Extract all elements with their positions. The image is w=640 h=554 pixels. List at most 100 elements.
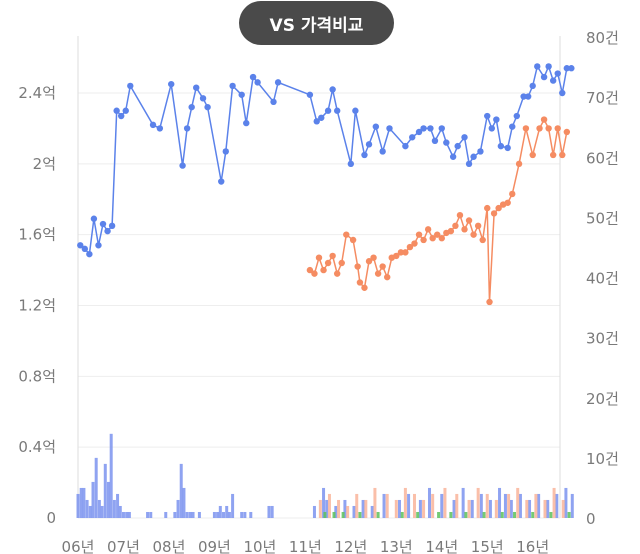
blue-price-point — [204, 103, 211, 111]
blue-price-point — [81, 245, 89, 253]
volume-bar — [385, 493, 389, 518]
blue-price-point — [493, 116, 500, 123]
blue-price-point — [77, 242, 84, 249]
grid-lines — [78, 92, 560, 519]
blue-price-point — [540, 73, 548, 81]
orange-price-point — [356, 279, 364, 286]
volume-bar — [216, 511, 220, 518]
blue-price-point — [409, 134, 416, 141]
blue-price-point — [193, 84, 200, 91]
volume-bar — [549, 511, 553, 518]
blue-price-point — [90, 215, 98, 222]
volume-bar — [431, 493, 435, 518]
volume-bar — [503, 493, 507, 518]
volume-bar — [146, 511, 150, 518]
orange-price-point — [397, 249, 405, 256]
orange-price-point — [402, 249, 409, 256]
orange-price-point — [474, 222, 482, 230]
volume-bar — [91, 481, 95, 518]
volume-bar — [85, 499, 89, 518]
blue-price-point — [372, 123, 380, 130]
blue-price-point — [549, 77, 557, 84]
blue-price-point — [254, 79, 261, 86]
blue-price-point — [431, 137, 439, 145]
orange-price-point — [420, 236, 427, 244]
volume-bar — [318, 499, 322, 518]
x-tick-label: 16년 — [516, 538, 549, 554]
volume-bar — [121, 511, 125, 518]
blue-price-point — [488, 125, 495, 132]
volume-bar — [79, 487, 83, 518]
volume-bar — [567, 511, 571, 518]
volume-bar — [182, 487, 186, 518]
volume-bar — [412, 493, 416, 518]
orange-price-point — [306, 266, 314, 274]
volume-bar — [197, 511, 201, 518]
y-right-tick-label: 10건 — [586, 450, 619, 468]
volume-bar — [364, 499, 368, 518]
volume-bar — [267, 505, 271, 518]
volume-bar — [127, 511, 131, 518]
orange-price-point — [374, 270, 382, 277]
volume-bar — [516, 487, 520, 518]
orange-price-point — [456, 211, 464, 219]
volume-bar — [394, 499, 398, 518]
volume-bar — [191, 511, 195, 518]
y-right-tick-label: 0 — [586, 510, 596, 528]
blue-price-point — [563, 65, 571, 72]
orange-price-point — [384, 273, 391, 281]
y-right-tick-label: 20건 — [586, 390, 619, 408]
blue-price-point — [188, 103, 195, 111]
volume-bar — [370, 505, 374, 518]
orange-price-point — [320, 266, 327, 274]
orange-price-point — [559, 151, 566, 159]
orange-price-point — [515, 160, 523, 168]
orange-price-point — [315, 254, 323, 261]
volume-bar — [352, 505, 356, 518]
volume-bar — [488, 499, 492, 518]
volume-bar — [149, 511, 153, 518]
blue-price-point — [122, 107, 129, 114]
y-left-tick-label: 0.4억 — [18, 438, 56, 456]
orange-price-point — [361, 284, 368, 291]
blue-price-point — [149, 121, 157, 129]
volume-bar — [343, 499, 347, 518]
volume-bar — [322, 487, 326, 518]
orange-price-point — [536, 125, 543, 132]
volume-bar — [427, 487, 431, 518]
y-left-tick-label: 0.8억 — [18, 367, 56, 385]
blue-price-point — [438, 125, 445, 132]
volume-bar — [240, 511, 244, 518]
volume-bar — [185, 511, 189, 518]
vs-compare-button[interactable]: VS 가격비교 — [239, 1, 394, 45]
y-left-tick-label: 1.2억 — [18, 297, 56, 315]
orange-price-point — [465, 217, 473, 224]
volume-bar — [341, 511, 345, 518]
orange-price-point — [554, 125, 561, 132]
blue-price-point — [443, 139, 450, 146]
x-tick-label: 14년 — [425, 538, 458, 554]
volume-bar — [97, 499, 101, 518]
blue-price-point — [449, 153, 457, 160]
tick-labels: 0 0.4억 0.8억 1.2억 1.6억 2억 2.4억 0 10건 20건 30건 40건 50건 6… — [18, 29, 619, 554]
blue-price-point — [179, 162, 186, 169]
orange-price-point — [338, 259, 345, 267]
x-tick-label: 07년 — [107, 538, 140, 554]
blue-price-point — [333, 107, 341, 114]
orange-price-point — [545, 125, 552, 132]
volume-bar — [361, 499, 365, 518]
blue-price-point — [243, 119, 250, 127]
volume-bar — [222, 511, 226, 518]
volume-bar — [176, 499, 180, 518]
orange-price-point — [311, 270, 318, 277]
volume-bar — [227, 511, 231, 518]
blue-price-point — [108, 222, 116, 230]
volume-bar — [327, 493, 331, 518]
orange-price-point — [452, 222, 459, 230]
orange-price-point — [479, 236, 486, 244]
orange-price-point — [509, 190, 516, 198]
blue-price-point — [386, 125, 393, 132]
blue-price-point — [427, 125, 434, 132]
blue-price-point — [559, 89, 566, 97]
